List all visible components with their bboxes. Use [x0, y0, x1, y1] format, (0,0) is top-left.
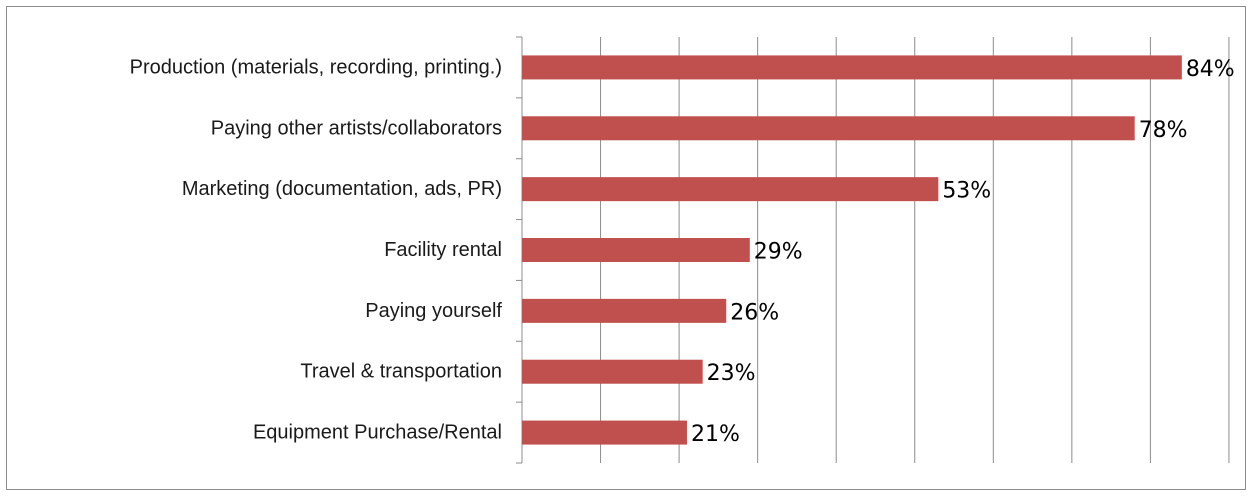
- bar-3: [522, 177, 939, 202]
- value-labels: 84% 78% 53% 29% 26% 23% 21%: [691, 57, 1235, 447]
- bar-1: [522, 55, 1182, 80]
- value-label: 29%: [754, 240, 803, 265]
- category-axis: [516, 36, 523, 464]
- value-label: 53%: [942, 179, 991, 204]
- value-label: 23%: [707, 361, 756, 386]
- bar-7: [522, 420, 687, 445]
- chart-frame: Production (materials, recording, printi…: [6, 6, 1246, 490]
- bar-4: [522, 238, 750, 262]
- bar-6: [522, 359, 703, 384]
- gridlines: [600, 37, 1230, 463]
- value-label: 21%: [691, 422, 740, 447]
- category-labels: Production (materials, recording, printi…: [130, 56, 503, 443]
- bar-2: [522, 116, 1135, 141]
- category-label: Marketing (documentation, ads, PR): [182, 178, 502, 200]
- value-label: 26%: [730, 300, 779, 325]
- bars: [522, 55, 1182, 445]
- category-label: Paying yourself: [365, 300, 502, 322]
- category-label: Facility rental: [384, 239, 502, 261]
- bar-5: [522, 298, 727, 323]
- value-label: 78%: [1139, 118, 1188, 143]
- category-label: Production (materials, recording, printi…: [130, 56, 502, 78]
- category-label: Paying other artists/collaborators: [211, 117, 502, 139]
- value-label: 84%: [1186, 57, 1235, 82]
- category-label: Travel & transportation: [300, 361, 502, 383]
- bar-chart: Production (materials, recording, printi…: [130, 36, 1235, 464]
- category-label: Equipment Purchase/Rental: [253, 422, 502, 444]
